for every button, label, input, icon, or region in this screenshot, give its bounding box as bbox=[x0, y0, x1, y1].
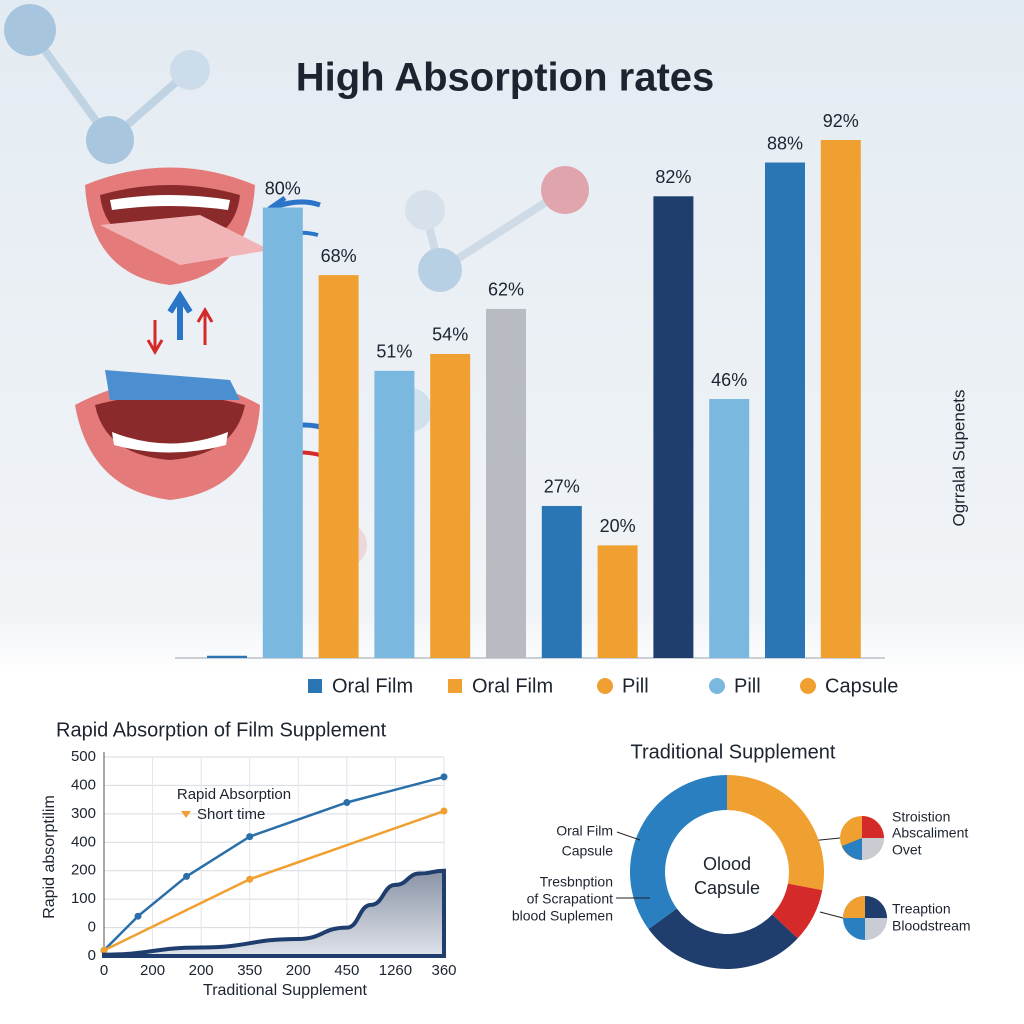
x-axis-label: Traditional Supplement bbox=[203, 982, 368, 999]
x-tick-label: 350 bbox=[237, 962, 262, 979]
y-tick-label: 400 bbox=[71, 833, 96, 850]
bar bbox=[430, 353, 471, 658]
point bbox=[246, 875, 254, 883]
annotation-marker bbox=[181, 811, 191, 818]
chart-title: Traditional Supplement bbox=[631, 741, 836, 763]
bar bbox=[262, 207, 303, 658]
bar bbox=[207, 655, 247, 658]
point bbox=[343, 798, 351, 806]
pie-segment bbox=[772, 883, 823, 939]
y-tick-label: 300 bbox=[71, 805, 96, 822]
center-label: Capsule bbox=[694, 878, 760, 898]
value-label: 68% bbox=[321, 246, 357, 266]
legend-marker bbox=[448, 679, 462, 693]
x-tick-label: 0 bbox=[100, 962, 108, 979]
bar bbox=[820, 140, 861, 658]
value-label: 62% bbox=[488, 280, 524, 300]
legend-label: Pill bbox=[734, 675, 761, 697]
legend-marker bbox=[597, 678, 613, 694]
legend-label: Capsule bbox=[825, 675, 898, 697]
callout-label: Bloodstream bbox=[892, 918, 971, 934]
callout-label: Treaption bbox=[892, 901, 951, 917]
value-label: 82% bbox=[655, 167, 691, 187]
bar bbox=[486, 308, 526, 658]
bar bbox=[709, 399, 750, 658]
value-label: 27% bbox=[544, 477, 580, 497]
callout-label: Ovet bbox=[892, 842, 922, 858]
value-label: 92% bbox=[823, 111, 859, 131]
point bbox=[440, 807, 448, 815]
mouth-illustration bbox=[75, 167, 331, 500]
point bbox=[183, 872, 191, 880]
callout-label: of Scrapationt bbox=[527, 891, 613, 907]
value-label: 20% bbox=[600, 516, 636, 536]
bar bbox=[318, 275, 359, 658]
y-axis-label: Rapid absorptilim bbox=[41, 795, 58, 919]
legend-label: Oral Film bbox=[332, 675, 413, 697]
legend-label: Oral Film bbox=[472, 675, 553, 697]
center-label: Olood bbox=[703, 854, 751, 874]
point bbox=[440, 773, 448, 781]
y-tick-label: 500 bbox=[71, 748, 96, 765]
bar bbox=[765, 162, 805, 659]
x-tick-label: 200 bbox=[140, 962, 165, 979]
legend-label: Pill bbox=[622, 675, 649, 697]
point bbox=[134, 912, 142, 920]
chart-title: High Absorption rates bbox=[296, 56, 715, 100]
x-tick-label: 1260 bbox=[379, 962, 412, 979]
chart-title: Rapid Absorption of Film Supplement bbox=[56, 719, 387, 741]
side-label: Ogrralal Supenets bbox=[949, 389, 968, 526]
legend-marker bbox=[709, 678, 725, 694]
annotation: Short time bbox=[197, 806, 265, 823]
x-tick-label: 360 bbox=[431, 962, 456, 979]
bar bbox=[541, 505, 582, 658]
mini-pie-icons bbox=[799, 816, 887, 940]
point bbox=[246, 833, 254, 841]
annotation: Rapid Absorption bbox=[177, 786, 291, 803]
callout-label: Abscaliment bbox=[892, 825, 968, 841]
value-label: 88% bbox=[767, 133, 803, 153]
callout-line bbox=[616, 831, 641, 841]
callout-label: Oral Film bbox=[556, 823, 613, 839]
y-tick-label: 0 bbox=[88, 919, 96, 936]
line bbox=[103, 775, 445, 952]
bar bbox=[597, 545, 638, 658]
value-label: 80% bbox=[265, 178, 301, 198]
y-tick-label: 0 bbox=[88, 947, 96, 964]
value-label: 54% bbox=[432, 325, 468, 345]
value-label: 51% bbox=[376, 342, 412, 362]
pie-segment bbox=[630, 775, 727, 930]
y-tick-label: 100 bbox=[71, 890, 96, 907]
y-tick-label: 400 bbox=[71, 776, 96, 793]
x-tick-label: 450 bbox=[334, 962, 359, 979]
x-tick-label: 200 bbox=[189, 962, 214, 979]
y-tick-label: 200 bbox=[71, 862, 96, 879]
pie-segment bbox=[648, 908, 798, 969]
legend-marker bbox=[800, 678, 816, 694]
value-label: 46% bbox=[711, 370, 747, 390]
callout-label: blood Suplemen bbox=[512, 908, 613, 924]
callout-label: Capsule bbox=[562, 843, 614, 859]
legend-marker bbox=[308, 679, 322, 693]
x-tick-label: 200 bbox=[286, 962, 311, 979]
area bbox=[102, 868, 446, 958]
bar bbox=[374, 370, 415, 658]
callout-label: Stroistion bbox=[892, 809, 950, 825]
pie-segment bbox=[727, 775, 824, 891]
point bbox=[100, 946, 108, 954]
callout-label: Tresbnption bbox=[540, 874, 613, 890]
bar bbox=[653, 196, 694, 658]
